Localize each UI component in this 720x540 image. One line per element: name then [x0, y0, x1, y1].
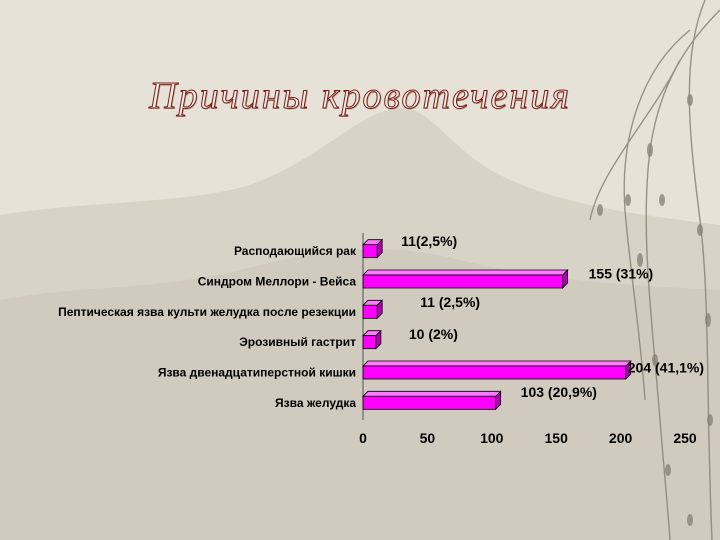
x-tick-label: 200 — [609, 430, 633, 446]
bar — [362, 360, 632, 380]
bar-front-face — [362, 365, 627, 380]
bar-front-face — [362, 304, 378, 319]
bar-top-face — [362, 360, 632, 367]
slide-title: Причины кровотечения — [149, 75, 571, 118]
category-label: Язва двенадцатиперстной кишки — [158, 366, 356, 380]
bar-front-face — [362, 244, 378, 259]
bar — [362, 269, 569, 289]
data-label: 204 (41,1%) — [628, 360, 704, 376]
bar-front-face — [362, 335, 377, 350]
data-label: 103 (20,9%) — [521, 384, 597, 400]
bar-front-face — [362, 274, 564, 289]
bar — [362, 329, 382, 350]
bar-top-face — [362, 390, 502, 397]
bar-front-face — [362, 395, 497, 410]
category-label: Пептическая язва культи желудка после ре… — [58, 305, 356, 319]
data-label: 155 (31%) — [589, 266, 654, 282]
data-label: 10 (2%) — [409, 326, 458, 342]
bar — [362, 299, 384, 320]
x-tick-label: 100 — [480, 430, 504, 446]
bar — [362, 238, 384, 259]
category-label: Эрозивный гастрит — [239, 335, 356, 349]
data-label: 11(2,5%) — [401, 233, 457, 249]
x-tick-label: 50 — [420, 430, 436, 446]
bar — [362, 390, 502, 411]
x-tick-label: 0 — [359, 430, 367, 446]
x-tick-label: 150 — [545, 430, 569, 446]
x-tick-label: 250 — [673, 430, 697, 446]
category-label: Синдром Меллори - Вейса — [198, 275, 357, 289]
bar-top-face — [362, 269, 569, 276]
category-label: Язва желудка — [275, 396, 356, 410]
data-label: 11 (2,5%) — [420, 294, 480, 310]
category-label: Расподающийся рак — [234, 244, 357, 258]
